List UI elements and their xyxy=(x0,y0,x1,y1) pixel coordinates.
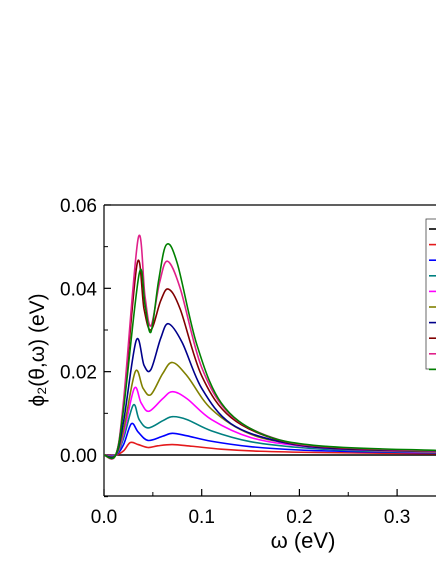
series-line-3 xyxy=(104,422,436,457)
x-axis-label: ω (eV) xyxy=(271,528,336,553)
x-tick-label: 0.0 xyxy=(91,507,117,528)
legend-box xyxy=(425,218,436,370)
legend xyxy=(425,218,436,371)
series-line-4 xyxy=(104,403,436,458)
series-line-10 xyxy=(104,243,436,460)
series-line-2 xyxy=(104,441,436,457)
y-axis-label: ϕ₂(θ,ω) (eV) xyxy=(26,293,49,406)
y-tick-label: 0.00 xyxy=(60,446,97,467)
x-tick-label: 0.3 xyxy=(384,507,410,528)
y-tick-label: 0.02 xyxy=(60,363,97,384)
series-line-7 xyxy=(104,322,436,459)
series-line-6 xyxy=(104,361,436,458)
x-tick-label: 0.2 xyxy=(286,507,312,528)
y-tick-label: 0.06 xyxy=(60,196,97,217)
y-tick-label: 0.04 xyxy=(60,279,97,300)
x-tick-label: 0.1 xyxy=(188,507,214,528)
